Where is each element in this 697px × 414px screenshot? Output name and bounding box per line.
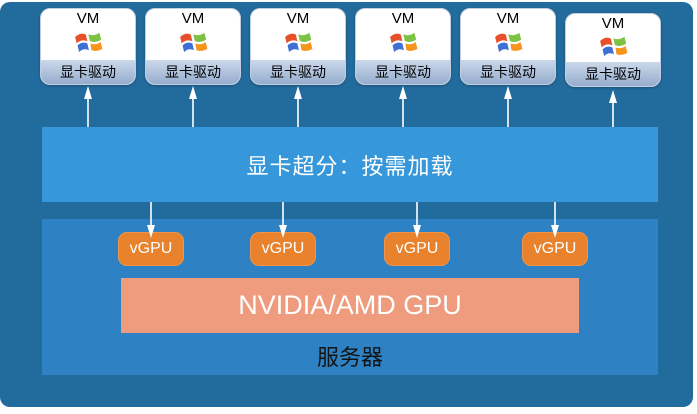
vm-box-6: VM 显卡驱动 bbox=[565, 13, 661, 87]
gpu-oversubscription-bar: 显卡超分：按需加载 bbox=[42, 127, 658, 202]
server-label: 服务器 bbox=[316, 345, 383, 370]
vm-title: VM bbox=[391, 10, 415, 27]
vm-title: VM bbox=[286, 10, 310, 27]
vgpu-label: vGPU bbox=[261, 240, 305, 257]
physical-gpu-label: NVIDIA/AMD GPU bbox=[238, 290, 462, 320]
vgpu-label: vGPU bbox=[533, 240, 577, 257]
vgpu-label: vGPU bbox=[129, 240, 173, 257]
vm-title: VM bbox=[76, 10, 100, 27]
windows-logo-icon bbox=[251, 27, 345, 60]
windows-logo-icon bbox=[41, 27, 135, 60]
vm-box-3: VM 显卡驱动 bbox=[250, 8, 346, 85]
vm-driver-label: 显卡驱动 bbox=[251, 60, 345, 84]
vgpu-box-4: vGPU bbox=[522, 232, 588, 266]
vm-row: VM 显卡驱动 VM 显卡驱动 bbox=[40, 8, 661, 87]
vgpu-label: vGPU bbox=[395, 240, 439, 257]
physical-gpu-box: NVIDIA/AMD GPU bbox=[121, 278, 579, 333]
vgpu-box-2: vGPU bbox=[250, 232, 316, 266]
windows-logo-icon bbox=[146, 27, 240, 60]
vm-title: VM bbox=[496, 10, 520, 27]
vm-box-5: VM 显卡驱动 bbox=[460, 8, 556, 85]
vm-driver-label: 显卡驱动 bbox=[566, 62, 660, 86]
windows-logo-icon bbox=[356, 27, 450, 60]
windows-logo-icon bbox=[461, 27, 555, 60]
vm-title: VM bbox=[181, 10, 205, 27]
vm-box-4: VM 显卡驱动 bbox=[355, 8, 451, 85]
vm-driver-label: 显卡驱动 bbox=[146, 60, 240, 84]
vm-driver-label: 显卡驱动 bbox=[461, 60, 555, 84]
vm-title: VM bbox=[601, 15, 625, 32]
vgpu-box-3: vGPU bbox=[384, 232, 450, 266]
windows-logo-icon bbox=[566, 32, 660, 62]
gpu-oversubscription-label: 显卡超分：按需加载 bbox=[246, 153, 454, 179]
vm-driver-label: 显卡驱动 bbox=[41, 60, 135, 84]
vm-box-1: VM 显卡驱动 bbox=[40, 8, 136, 85]
vgpu-box-1: vGPU bbox=[118, 232, 184, 266]
vm-driver-label: 显卡驱动 bbox=[356, 60, 450, 84]
vm-box-2: VM 显卡驱动 bbox=[145, 8, 241, 85]
